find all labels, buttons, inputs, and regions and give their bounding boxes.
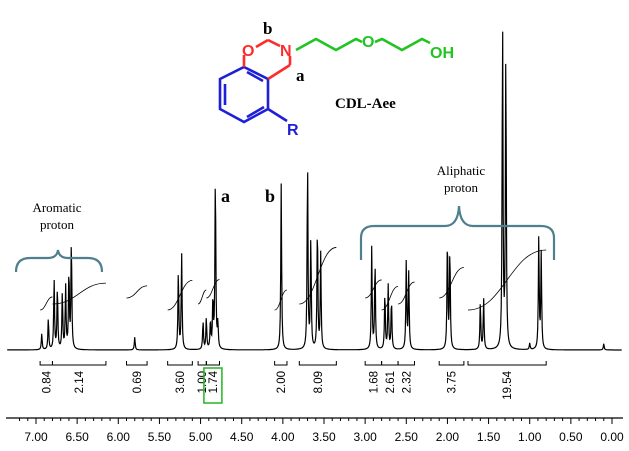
structure-label-b: b bbox=[263, 19, 272, 38]
integral-value: 3.60 bbox=[175, 371, 187, 393]
integral-value: 2.00 bbox=[276, 371, 288, 393]
aromatic-annotation: Aromatic proton bbox=[14, 200, 104, 273]
atom-O-ring: O bbox=[242, 43, 254, 60]
integral-bracket bbox=[397, 361, 416, 366]
integral-bracket bbox=[467, 361, 547, 366]
integral-bracket bbox=[167, 361, 193, 366]
integral-value: 8.09 bbox=[313, 371, 325, 393]
integral-labels: 0.84 2.14 0.69 3.60 1.001.74 2.00 8.09 1.68 2.61… bbox=[41, 367, 514, 404]
integral-bracket bbox=[51, 361, 107, 366]
integral-bracket bbox=[438, 361, 465, 366]
aromatic-label-line2: proton bbox=[40, 217, 74, 232]
integral-value: 2.14 bbox=[74, 370, 86, 393]
oxazine-ring bbox=[242, 38, 292, 81]
integral-curve bbox=[381, 285, 399, 311]
integral-bracket bbox=[197, 361, 207, 366]
integral-curve bbox=[126, 285, 148, 299]
group-OH: OH bbox=[430, 45, 454, 62]
integral-curve bbox=[274, 289, 288, 311]
x-tick-label: 6.00 bbox=[107, 430, 131, 444]
side-chain bbox=[295, 37, 431, 52]
x-tick-label: 4.00 bbox=[271, 430, 295, 444]
integral-curve bbox=[40, 296, 53, 311]
integral-curve bbox=[439, 267, 464, 299]
integral-bracket bbox=[381, 361, 399, 366]
x-tick-label: 3.50 bbox=[312, 430, 336, 444]
group-R: R bbox=[287, 122, 299, 139]
aliphatic-annotation: Aliphatic proton bbox=[359, 163, 556, 260]
integral-bracket bbox=[39, 361, 53, 366]
integral-value: 0.84 bbox=[41, 370, 53, 393]
integral-curve bbox=[299, 247, 337, 305]
integral-brackets bbox=[39, 361, 547, 366]
integral-curves bbox=[40, 247, 547, 311]
peak-label-a: a bbox=[221, 186, 230, 206]
x-tick-label: 7.00 bbox=[24, 430, 48, 444]
integral-value: 1.74 bbox=[208, 370, 220, 393]
integral-bracket bbox=[274, 361, 288, 366]
integral-curve bbox=[197, 289, 207, 305]
integral-curve bbox=[167, 280, 193, 311]
compound-name: CDL-Aee bbox=[335, 96, 396, 112]
benzene-ring bbox=[218, 65, 270, 124]
x-tick-label: 1.50 bbox=[477, 430, 501, 444]
integral-bracket bbox=[364, 361, 383, 366]
integral-curve bbox=[467, 249, 547, 311]
aliphatic-label-line2: proton bbox=[444, 180, 478, 195]
x-tick-label: 2.50 bbox=[395, 430, 419, 444]
integral-curve bbox=[397, 281, 415, 305]
integral-bracket bbox=[298, 361, 337, 366]
peak-label-b: b bbox=[265, 186, 275, 206]
integral-value: 19.54 bbox=[502, 370, 514, 399]
r-bond bbox=[267, 107, 288, 123]
integral-curve bbox=[206, 279, 220, 299]
x-tick-label: 3.00 bbox=[353, 430, 377, 444]
x-tick-label: 5.00 bbox=[189, 430, 213, 444]
aliphatic-bracket bbox=[359, 205, 556, 260]
atom-N: N bbox=[280, 43, 292, 60]
aromatic-label-line1: Aromatic bbox=[32, 200, 81, 215]
x-tick-label: 5.50 bbox=[148, 430, 172, 444]
x-tick-label: 2.00 bbox=[436, 430, 460, 444]
x-tick-label: 0.00 bbox=[600, 430, 624, 444]
aromatic-bracket bbox=[14, 249, 104, 273]
x-tick-label: 1.00 bbox=[518, 430, 542, 444]
integral-value: 0.69 bbox=[132, 371, 144, 393]
x-tick-label: 6.50 bbox=[65, 430, 89, 444]
integral-curve bbox=[52, 282, 106, 305]
integral-bracket bbox=[126, 361, 148, 366]
integral-curve bbox=[365, 279, 382, 299]
chemical-structure: O N b a R O OH CDL-Aee bbox=[218, 19, 454, 139]
integral-value: 2.61 bbox=[385, 371, 397, 393]
integral-value: 3.75 bbox=[447, 371, 459, 393]
structure-label-a: a bbox=[296, 66, 305, 85]
x-tick-label: 4.50 bbox=[230, 430, 254, 444]
x-tick-label: 0.50 bbox=[559, 430, 583, 444]
integral-value: 1.68 bbox=[368, 371, 380, 393]
atom-O-chain: O bbox=[362, 34, 374, 51]
nmr-spectrum-trace bbox=[7, 31, 622, 351]
x-axis-ticks: 7.00 6.50 6.00 5.50 5.00 4.50 4.00 3.50 3.00 2.50… bbox=[19, 418, 624, 444]
aliphatic-label-line1: Aliphatic bbox=[437, 163, 486, 178]
integral-value: 2.32 bbox=[401, 371, 413, 393]
integral-bracket bbox=[205, 361, 220, 366]
highlight-box bbox=[203, 367, 223, 404]
